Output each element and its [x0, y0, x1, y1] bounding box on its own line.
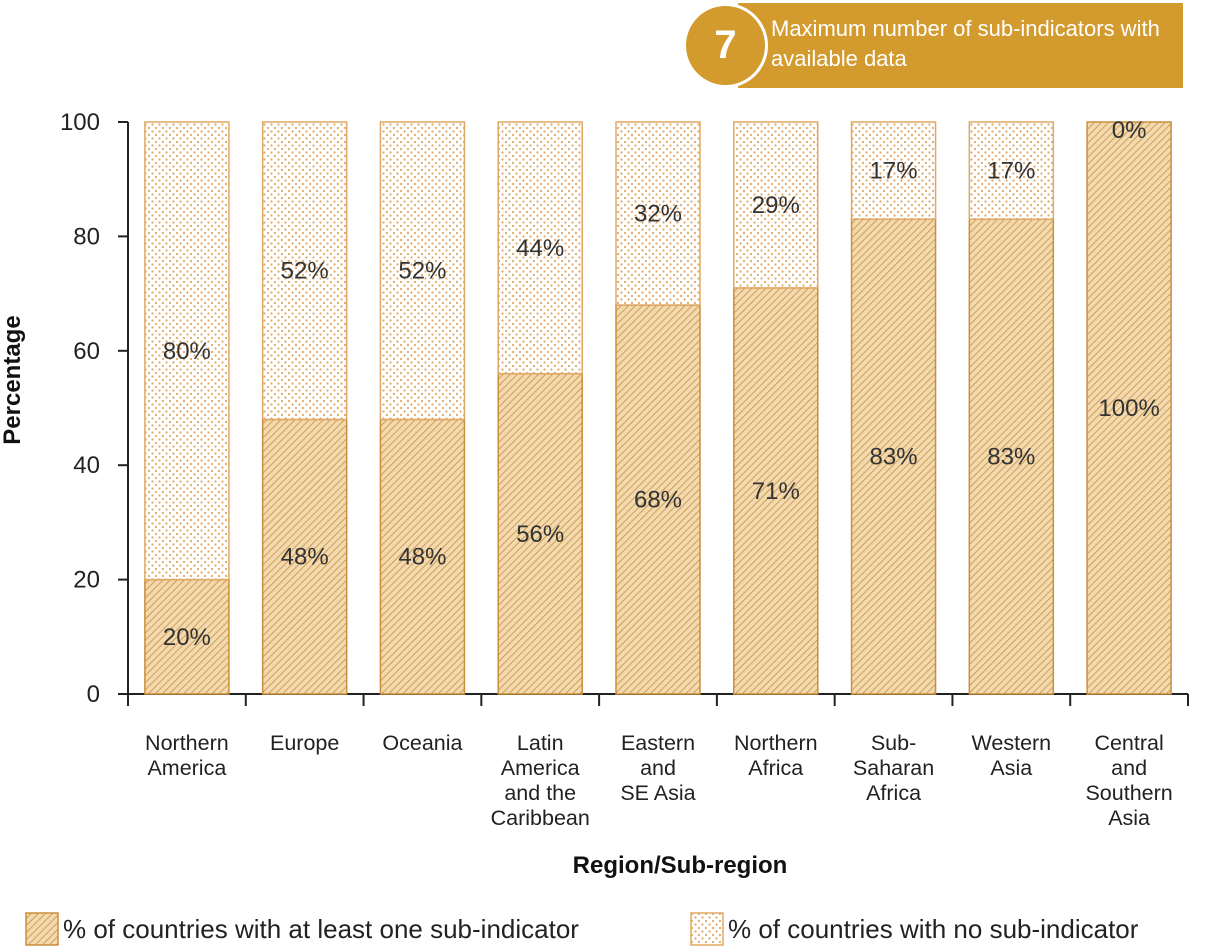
- y-tick-label: 60: [73, 338, 100, 365]
- bar-at-least-one: [968, 218, 1055, 695]
- value-label-no-subindicator: 17%: [987, 158, 1035, 185]
- value-label-at-least-one: 48%: [398, 544, 446, 571]
- bar-no-subindicator: [733, 121, 819, 289]
- x-axis-label: Region/Sub-region: [572, 852, 788, 879]
- value-label-no-subindicator: 32%: [634, 201, 682, 228]
- bars: [144, 121, 1172, 695]
- bar-no-subindicator: [497, 121, 583, 375]
- value-label-at-least-one: 71%: [752, 478, 800, 505]
- value-label-no-subindicator: 44%: [516, 235, 564, 262]
- y-tick-label: 40: [73, 452, 100, 479]
- value-label-at-least-one: 100%: [1098, 395, 1159, 422]
- bar-no-subindicator: [261, 121, 348, 421]
- x-category-label: Oceania: [382, 731, 463, 755]
- legend-swatch-dotted: [690, 912, 724, 946]
- value-label-at-least-one: 48%: [281, 544, 329, 571]
- value-label-no-subindicator: 52%: [281, 258, 329, 285]
- badge-circle: [683, 3, 768, 88]
- bar-at-least-one: [850, 218, 937, 695]
- x-category-label: Eastern and SE Asia: [620, 731, 696, 805]
- x-category-label: Latin America and the Caribbean: [490, 731, 590, 830]
- value-label-no-subindicator: 52%: [398, 258, 446, 285]
- bar-at-least-one: [497, 372, 583, 695]
- bar-no-subindicator: [968, 121, 1055, 220]
- value-label-at-least-one: 56%: [516, 521, 564, 548]
- bar-no-subindicator: [615, 121, 701, 306]
- value-label-at-least-one: 83%: [987, 444, 1035, 471]
- y-tick-label: 0: [87, 681, 100, 708]
- value-label-no-subindicator: 29%: [752, 192, 800, 219]
- bar-at-least-one: [261, 418, 348, 695]
- badge-bar: [738, 3, 1183, 88]
- badge-text: Maximum number of sub-indicators with av…: [771, 16, 1160, 71]
- y-tick-label: 20: [73, 567, 100, 594]
- value-labels: 20% 80% 48% 52% 48% 52% 56% 44% 68% 32% 71% 29% 83% 1…: [163, 117, 1160, 651]
- max-subindicators-badge: 7 Maximum number of sub-indicators with …: [683, 3, 1183, 88]
- bar-at-least-one: [379, 418, 466, 695]
- x-category-label: Central and Southern Asia: [1085, 731, 1173, 830]
- x-category-label: Sub- Saharan Africa: [852, 731, 935, 805]
- legend-label-at-least-one: % of countries with at least one sub-ind…: [63, 914, 579, 944]
- value-label-no-subindicator: 80%: [163, 338, 211, 365]
- bar-at-least-one: [144, 578, 230, 695]
- legend-swatch-hatched: [25, 912, 59, 946]
- bar-no-subindicator: [379, 121, 466, 421]
- bar-at-least-one: [733, 287, 819, 695]
- bar-no-subindicator: [144, 121, 230, 581]
- y-tick-label: 80: [73, 223, 100, 250]
- x-category-label: Europe: [269, 731, 340, 755]
- x-category-label: Northern America: [145, 731, 229, 780]
- value-label-no-subindicator: 0%: [1112, 117, 1147, 144]
- x-category-label: Northern Africa: [733, 731, 818, 780]
- y-tick-label: 100: [60, 109, 100, 136]
- x-category-label: Western Asia: [971, 731, 1052, 780]
- bar-at-least-one: [615, 304, 701, 695]
- bar-at-least-one: [1086, 121, 1172, 695]
- legend-label-no-subindicator: % of countries with no sub-indicator: [728, 914, 1139, 944]
- bar-no-subindicator: [850, 121, 937, 220]
- value-label-at-least-one: 68%: [634, 487, 682, 514]
- badge-number: 7: [714, 23, 737, 67]
- value-label-no-subindicator: 17%: [870, 158, 918, 185]
- value-label-at-least-one: 83%: [870, 444, 918, 471]
- value-label-at-least-one: 20%: [163, 624, 211, 651]
- y-axis-label: Percentage: [0, 315, 26, 444]
